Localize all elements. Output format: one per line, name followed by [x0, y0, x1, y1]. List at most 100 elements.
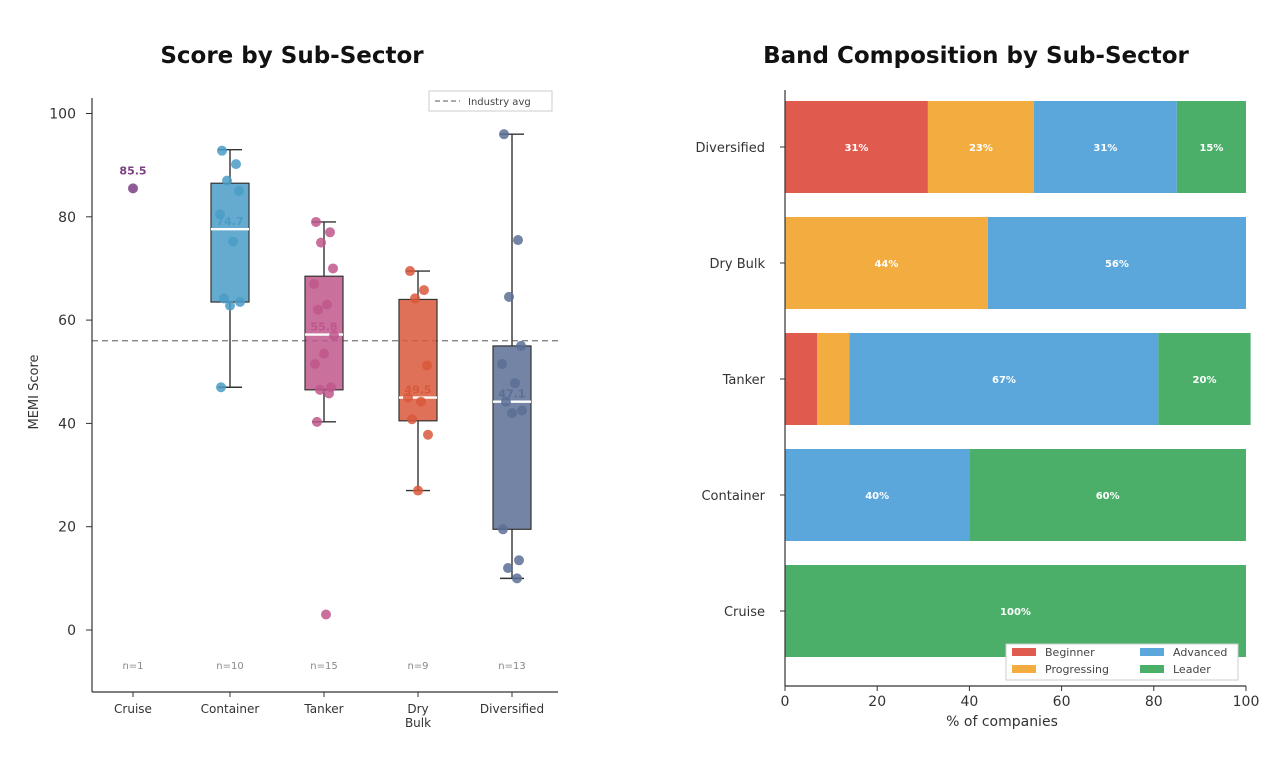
x-tick-label: 40: [960, 694, 978, 710]
tanker-point: [312, 416, 322, 427]
diversified-point: [513, 235, 523, 246]
dry-bulk-progressing-data-label: 44%: [874, 259, 898, 270]
stacked-bar-legend: Beginner Advanced Progressing Leader: [1005, 643, 1239, 681]
container-point: [215, 209, 225, 220]
y-tick-label: Diversified: [696, 141, 765, 156]
dry-bulk-count-label: n=9: [407, 661, 428, 672]
legend-box: [1005, 643, 1239, 681]
x-tick-label: Tanker: [303, 702, 343, 716]
box-plot-title: Score by Sub-Sector: [160, 43, 424, 69]
container-advanced-bar: [785, 449, 970, 541]
x-tick-label: Diversified: [480, 702, 544, 716]
tanker-point: [322, 299, 332, 310]
y-tick-label: Dry Bulk: [710, 257, 766, 272]
diversified-progressing-bar: [927, 101, 1034, 193]
tanker-leader-bar: [1158, 333, 1251, 425]
y-tick-label: 0: [67, 623, 76, 639]
tanker-point: [315, 384, 325, 395]
advanced-legend-swatch: [1140, 648, 1164, 656]
tanker-count-label: n=15: [310, 661, 337, 672]
container-point: [219, 293, 229, 304]
cruise-count-label: n=1: [122, 661, 143, 672]
progressing-legend-swatch: [1012, 665, 1036, 673]
x-tick-label: 80: [1145, 694, 1163, 710]
dry-bulk-point: [416, 396, 426, 407]
dry-bulk-point: [413, 485, 423, 496]
beginner-legend-label: Beginner: [1045, 646, 1095, 659]
y-tick-label: Tanker: [722, 373, 766, 388]
diversified-leader-data-label: 15%: [1199, 143, 1223, 154]
diversified-point: [501, 396, 511, 407]
stacked-bar-chart: Band Composition by Sub-Sector % of comp…: [696, 43, 1260, 730]
tanker-advanced-data-label: 67%: [992, 375, 1016, 386]
container-point: [225, 300, 235, 311]
container-count-label: n=10: [216, 661, 243, 672]
dry-bulk-point: [407, 414, 417, 425]
container-point: [222, 175, 232, 186]
dry-bulk-advanced-bar: [987, 217, 1246, 309]
x-tick-label: 20: [868, 694, 886, 710]
dry-bulk-point: [410, 293, 420, 304]
box-plot-legend: Industry avg: [428, 90, 553, 112]
tanker-point: [309, 278, 319, 289]
tanker-beginner-bar: [785, 333, 818, 425]
stacked-bar-title: Band Composition by Sub-Sector: [763, 43, 1189, 69]
tanker-point: [310, 359, 320, 370]
box-plot-chart: Score by Sub-Sector MEMI Score 0 20 40 60 80…: [27, 43, 558, 730]
dry-bulk-point: [422, 360, 432, 371]
dry-bulk-advanced-data-label: 56%: [1105, 259, 1129, 270]
y-tick-label: 40: [58, 416, 76, 432]
diversified-point: [498, 524, 508, 535]
legend-box: [428, 90, 553, 112]
dry-bulk-point: [403, 392, 413, 403]
tanker-point: [319, 348, 329, 359]
diversified-beginner-data-label: 31%: [844, 143, 868, 154]
x-tick-label: Cruise: [114, 702, 152, 716]
container-median-label: 74.7: [216, 215, 243, 228]
tanker-point: [321, 609, 331, 620]
tanker-advanced-bar: [849, 333, 1159, 425]
progressing-legend-label: Progressing: [1045, 663, 1109, 676]
container-point: [235, 297, 245, 308]
y-tick-label: Container: [701, 489, 765, 504]
cruise-point: [128, 183, 138, 194]
diversified-point: [504, 291, 514, 302]
leader-legend-label: Leader: [1173, 663, 1211, 676]
container-point: [234, 185, 244, 196]
diversified-advanced-data-label: 31%: [1093, 143, 1117, 154]
y-tick-label: 60: [58, 313, 76, 329]
box-plot-y-axis-label: MEMI Score: [27, 354, 42, 429]
tanker-point: [328, 263, 338, 274]
container-point: [228, 236, 238, 247]
tanker-point: [329, 330, 339, 341]
tanker-leader-data-label: 20%: [1193, 375, 1217, 386]
diversified-point: [497, 359, 507, 370]
dry-bulk-median-label: 49.5: [404, 384, 431, 397]
dry-bulk-point: [405, 266, 415, 277]
container-leader-bar: [969, 449, 1246, 541]
tanker-point: [316, 237, 326, 248]
diversified-leader-bar: [1176, 101, 1246, 193]
advanced-legend-label: Advanced: [1173, 646, 1227, 659]
diversified-point: [514, 555, 524, 566]
leader-legend-swatch: [1140, 665, 1164, 673]
tanker-point: [324, 388, 334, 399]
diversified-point: [499, 129, 509, 140]
cruise-median-label: 85.5: [119, 164, 146, 177]
dry-bulk-point: [419, 285, 429, 296]
diversified-point: [512, 573, 522, 584]
tanker-median-label: 55.8: [310, 321, 337, 334]
diversified-point: [503, 563, 513, 574]
industry-avg-legend-label: Industry avg: [468, 97, 531, 108]
diversified-box: [492, 345, 532, 530]
x-tick-label: 100: [1233, 694, 1260, 710]
cruise-leader-data-label: 100%: [1000, 607, 1031, 618]
x-tick-label: Dry: [407, 702, 428, 716]
diversified-advanced-bar: [1033, 101, 1177, 193]
diversified-point: [516, 340, 526, 351]
dry-bulk-point: [423, 429, 433, 440]
x-tick-label: Bulk: [405, 716, 431, 730]
tanker-point: [311, 216, 321, 227]
tanker-point: [325, 227, 335, 238]
